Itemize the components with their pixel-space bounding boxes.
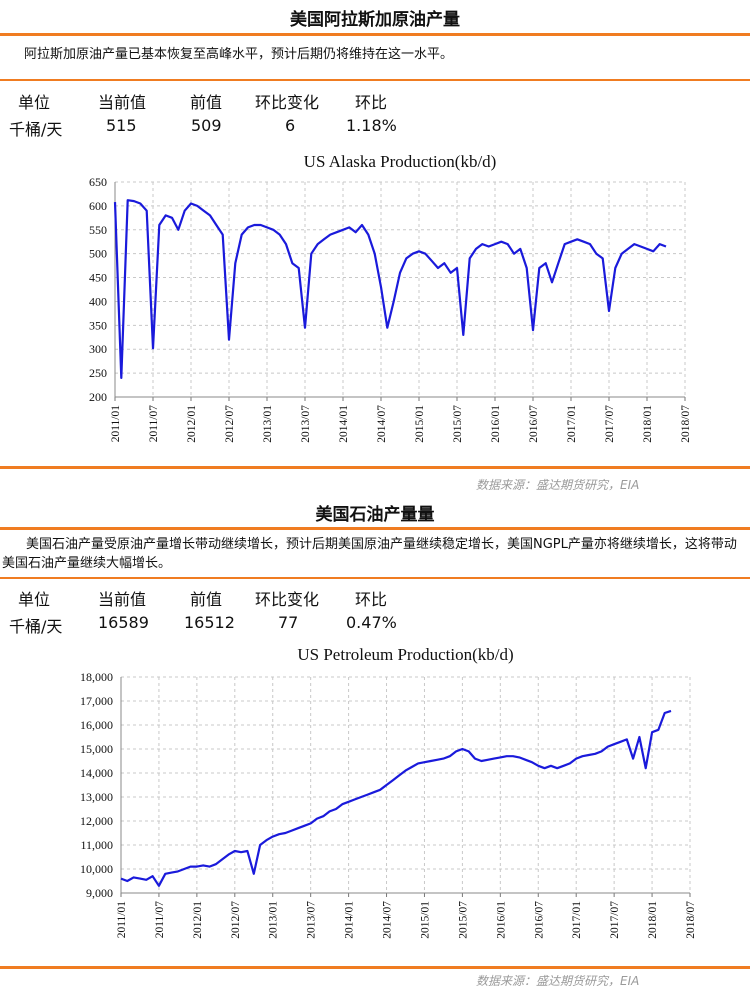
x-tick-label: 2017/01 xyxy=(566,405,578,443)
x-tick-label: 2014/07 xyxy=(382,901,394,939)
header-unit: 单位 xyxy=(18,93,51,112)
value-pct: 1.18% xyxy=(346,116,397,135)
x-tick-label: 2016/01 xyxy=(490,405,502,443)
y-tick-label: 13,000 xyxy=(80,790,113,804)
alaska-production-chart: US Alaska Production(kb/d) 650 600 550 500 45… xyxy=(89,152,692,443)
y-tick-label: 250 xyxy=(89,366,107,380)
series-line xyxy=(120,709,672,887)
x-tick-label: 2012/07 xyxy=(230,901,242,939)
value-current: 16589 xyxy=(98,613,149,632)
y-tick-label: 10,000 xyxy=(80,862,113,876)
value-unit: 千桶/天 xyxy=(9,617,63,636)
section1-description: 阿拉斯加原油产量已基本恢复至高峰水平，预计后期仍将维持在这一水平。 xyxy=(24,47,454,62)
series-line xyxy=(113,199,667,379)
x-tick-label: 2011/01 xyxy=(110,405,122,443)
x-tick-label: 2013/07 xyxy=(300,405,312,443)
section1-title-rule xyxy=(0,33,750,36)
header-change: 环比变化 xyxy=(255,93,320,112)
header-current: 当前值 xyxy=(98,590,147,609)
x-tick-label: 2011/07 xyxy=(148,405,160,443)
x-tick-label: 2011/07 xyxy=(154,901,166,939)
x-tick-label: 2018/01 xyxy=(642,405,654,443)
x-tick-label: 2013/07 xyxy=(306,901,318,939)
section1-title: 美国阿拉斯加原油产量 xyxy=(290,10,460,30)
section1-source: 数据来源：盛达期货研究，EIA xyxy=(476,478,640,492)
x-tick-label: 2015/07 xyxy=(457,901,469,939)
header-pct: 环比 xyxy=(355,590,388,609)
y-tick-label: 11,000 xyxy=(80,838,113,852)
y-tick-label: 400 xyxy=(89,294,107,308)
x-tick-label: 2017/07 xyxy=(604,405,616,443)
x-tick-label: 2015/01 xyxy=(414,405,426,443)
y-tick-label: 600 xyxy=(89,199,107,213)
x-tick-label: 2012/07 xyxy=(224,405,236,443)
y-tick-label: 450 xyxy=(89,271,107,285)
y-tick-label: 15,000 xyxy=(80,742,113,756)
x-tick-label: 2013/01 xyxy=(262,405,274,443)
x-tick-label: 2018/07 xyxy=(685,901,697,939)
y-tick-label: 18,000 xyxy=(80,670,113,684)
x-tick-label: 2015/07 xyxy=(452,405,464,443)
section2-title-rule xyxy=(0,527,750,530)
header-current: 当前值 xyxy=(98,93,147,112)
x-tick-label: 2016/01 xyxy=(495,901,507,939)
value-previous: 16512 xyxy=(184,613,235,632)
y-tick-label: 12,000 xyxy=(80,814,113,828)
x-tick-label: 2011/01 xyxy=(116,901,128,939)
section2-bottom-rule xyxy=(0,966,750,969)
x-tick-label: 2016/07 xyxy=(528,405,540,443)
x-tick-label: 2015/01 xyxy=(419,901,431,939)
section1-bottom-rule xyxy=(0,466,750,469)
x-tick-label: 2018/07 xyxy=(680,405,692,443)
value-current: 515 xyxy=(106,116,137,135)
value-change: 77 xyxy=(278,613,299,632)
section1-desc-rule xyxy=(0,79,750,81)
header-unit: 单位 xyxy=(18,590,51,609)
y-tick-label: 17,000 xyxy=(80,694,113,708)
y-tick-label: 300 xyxy=(89,342,107,356)
chart-title: US Petroleum Production(kb/d) xyxy=(297,645,513,664)
y-tick-label: 14,000 xyxy=(80,766,113,780)
section2-source: 数据来源：盛达期货研究，EIA xyxy=(476,974,640,988)
y-tick-label: 9,000 xyxy=(86,886,113,900)
x-tick-label: 2013/01 xyxy=(268,901,280,939)
value-pct: 0.47% xyxy=(346,613,397,632)
x-tick-label: 2018/01 xyxy=(647,901,659,939)
x-tick-label: 2014/01 xyxy=(344,901,356,939)
x-tick-label: 2016/07 xyxy=(533,901,545,939)
section2-title: 美国石油产量量 xyxy=(315,505,435,525)
value-unit: 千桶/天 xyxy=(9,120,63,139)
x-tick-label: 2014/07 xyxy=(376,405,388,443)
header-previous: 前值 xyxy=(190,93,223,112)
y-tick-label: 350 xyxy=(89,318,107,332)
chart-title: US Alaska Production(kb/d) xyxy=(304,152,497,171)
y-tick-label: 500 xyxy=(89,247,107,261)
section2-desc-rule xyxy=(0,577,750,579)
x-tick-label: 2012/01 xyxy=(186,405,198,443)
header-change: 环比变化 xyxy=(255,590,320,609)
y-tick-label: 550 xyxy=(89,223,107,237)
header-pct: 环比 xyxy=(355,93,388,112)
value-previous: 509 xyxy=(191,116,222,135)
y-tick-label: 650 xyxy=(89,175,107,189)
petroleum-production-chart: US Petroleum Production(kb/d) 18,000 17,00… xyxy=(80,645,697,939)
section2-description: 美国石油产量受原油产量增长带动继续增长，预计后期美国原油产量继续稳定增长，美国N… xyxy=(2,537,737,571)
x-tick-label: 2012/01 xyxy=(192,901,204,939)
x-tick-label: 2014/01 xyxy=(338,405,350,443)
y-tick-label: 200 xyxy=(89,390,107,404)
header-previous: 前值 xyxy=(190,590,223,609)
value-change: 6 xyxy=(285,116,296,135)
y-tick-label: 16,000 xyxy=(80,718,113,732)
x-tick-label: 2017/01 xyxy=(571,901,583,939)
x-tick-label: 2017/07 xyxy=(609,901,621,939)
